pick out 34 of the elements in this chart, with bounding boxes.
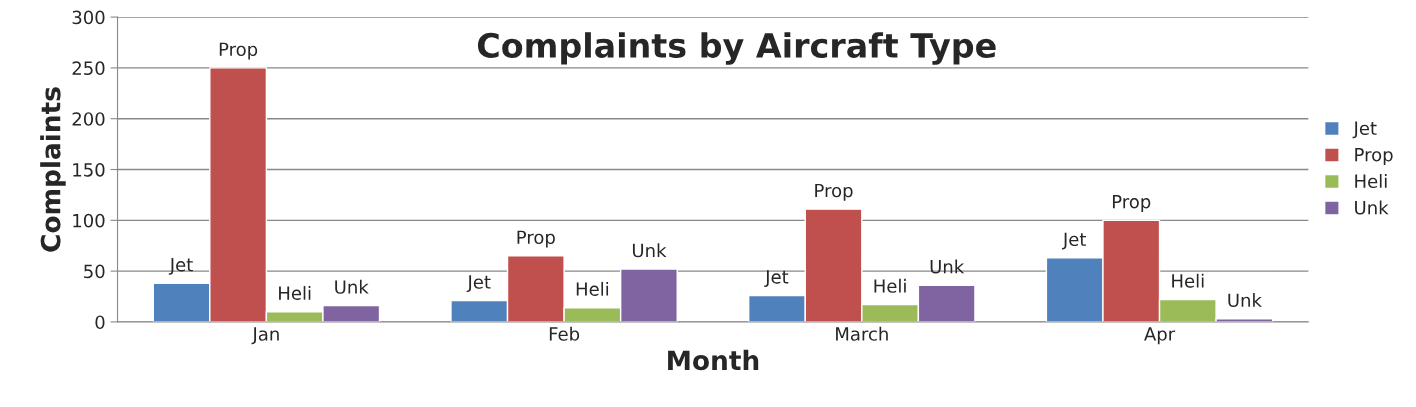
data-label: Heli (1172, 273, 1204, 288)
data-label: Heli (576, 281, 609, 296)
x-tick-label: March (836, 326, 888, 341)
data-label: Unk (335, 279, 369, 294)
y-tick-label: 300 (72, 10, 105, 25)
data-label: Prop (219, 42, 258, 60)
y-tick-label: 50 (84, 264, 105, 279)
legend-label: Prop (1355, 148, 1393, 165)
data-label: Heli (279, 285, 311, 300)
legend-label: Unk (1355, 200, 1389, 215)
x-tick-label: Feb (549, 326, 580, 341)
data-label: Unk (930, 259, 965, 274)
legend-label: Jet (1352, 121, 1377, 139)
data-label: Jet (168, 258, 193, 275)
data-label: Jet (1061, 232, 1086, 250)
data-label: Unk (632, 243, 667, 258)
legend-label: Heli (1355, 174, 1387, 189)
chart-title: Complaints by Aircraft Type (477, 32, 996, 65)
y-tick-label: 0 (95, 315, 105, 330)
data-label: Prop (1112, 195, 1151, 212)
x-tick-label: Jan (251, 327, 279, 345)
data-label: Unk (1228, 293, 1262, 308)
data-label: Heli (874, 278, 906, 293)
y-tick-label: 150 (73, 162, 105, 177)
x-axis-title: Month (668, 349, 759, 371)
x-tick-label: Apr (1144, 327, 1176, 345)
y-axis-title: Complaints (40, 87, 66, 252)
data-label: Jet (764, 270, 789, 288)
y-tick-label: 250 (72, 61, 105, 76)
data-label: Prop (815, 183, 853, 201)
y-tick-label: 200 (72, 112, 105, 126)
y-tick-label: 100 (73, 213, 105, 228)
data-label: Jet (466, 275, 491, 293)
data-label: Prop (517, 230, 555, 248)
